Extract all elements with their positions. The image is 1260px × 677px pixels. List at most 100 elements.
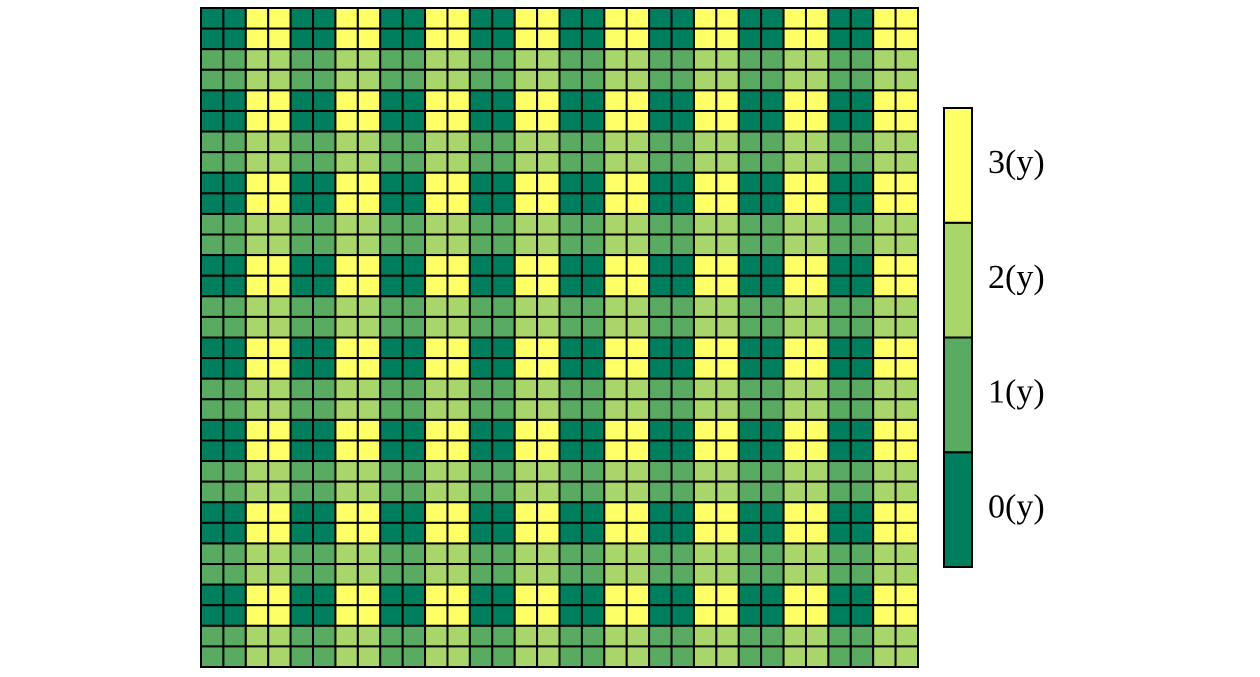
heatmap-cell [424, 192, 449, 215]
heatmap-cell [849, 89, 875, 112]
heatmap-cell [289, 501, 315, 524]
heatmap-cell [379, 109, 404, 133]
heatmap-cell [468, 357, 494, 380]
heatmap-cell [379, 254, 404, 277]
heatmap-cell [737, 315, 763, 339]
heatmap-cell [334, 336, 359, 360]
heatmap-cell [312, 501, 337, 524]
heatmap-cell [648, 521, 673, 545]
heatmap-cell [782, 7, 807, 30]
heatmap-cell [894, 68, 919, 92]
heatmap-cell [715, 48, 740, 71]
heatmap-cell [827, 398, 852, 421]
heatmap-cell [446, 192, 471, 215]
heatmap-cell [849, 336, 875, 360]
heatmap-cell [491, 645, 516, 668]
heatmap-cell [356, 68, 382, 92]
heatmap-cell [782, 604, 807, 627]
heatmap-cell [424, 501, 449, 524]
heatmap-cell [334, 171, 359, 195]
heatmap-cell [356, 315, 382, 339]
heatmap-cell [804, 27, 830, 51]
heatmap-cell [670, 645, 695, 668]
heatmap-cell [468, 480, 494, 504]
heatmap-cell [312, 212, 337, 236]
heatmap-cell [312, 521, 337, 545]
heatmap-cell [424, 418, 449, 442]
heatmap-cell [648, 645, 673, 668]
heatmap-cell [491, 583, 516, 607]
heatmap-cell [267, 439, 292, 463]
heatmap-cell [760, 171, 785, 195]
heatmap-cell [491, 460, 516, 483]
heatmap-cell [401, 7, 427, 30]
heatmap-cell [401, 315, 427, 339]
heatmap-cell [648, 212, 673, 236]
heatmap-cell [536, 377, 561, 401]
heatmap-cell [513, 398, 539, 421]
heatmap-cell [468, 501, 494, 524]
heatmap-cell [356, 563, 382, 586]
heatmap-cell [536, 336, 561, 360]
heatmap-cell [782, 645, 807, 668]
heatmap-cell [200, 439, 225, 463]
heatmap-cell [446, 68, 471, 92]
heatmap-cell [379, 357, 404, 380]
heatmap-cell [401, 501, 427, 524]
heatmap-cell [312, 295, 337, 318]
heatmap-cell [379, 295, 404, 318]
heatmap-cell [872, 645, 897, 668]
heatmap-cell [827, 563, 852, 586]
heatmap-cell [312, 27, 337, 51]
heatmap-cell [692, 377, 718, 401]
heatmap-cell [558, 315, 583, 339]
heatmap-cell [804, 7, 830, 30]
heatmap-cell [558, 439, 583, 463]
heatmap-cell [379, 624, 404, 648]
heatmap-cell [289, 460, 315, 483]
heatmap-cell [804, 624, 830, 648]
heatmap-cell [356, 645, 382, 668]
heatmap-cell [872, 418, 897, 442]
heatmap-cell [424, 254, 449, 277]
heatmap-cell [267, 254, 292, 277]
heatmap-cell [648, 501, 673, 524]
heatmap-cell [760, 521, 785, 545]
heatmap-cell [782, 521, 807, 545]
heatmap-cell [312, 460, 337, 483]
heatmap-cell [267, 68, 292, 92]
heatmap-cell [782, 254, 807, 277]
heatmap-cell [200, 130, 225, 154]
heatmap-cell [401, 68, 427, 92]
heatmap-cell [670, 130, 695, 154]
heatmap-cell [827, 233, 852, 257]
heatmap-cell [894, 254, 919, 277]
heatmap-cell [580, 192, 606, 215]
heatmap-cell [692, 295, 718, 318]
heatmap-cell [715, 295, 740, 318]
heatmap-cell [491, 233, 516, 257]
heatmap-cell [379, 151, 404, 174]
heatmap-cell [692, 89, 718, 112]
heatmap-cell [872, 151, 897, 174]
heatmap-cell [760, 233, 785, 257]
heatmap-cell [356, 624, 382, 648]
heatmap-cell [200, 645, 225, 668]
heatmap-cell [894, 521, 919, 545]
heatmap-cell [491, 336, 516, 360]
heatmap-cell [244, 645, 270, 668]
heatmap-cell [536, 109, 561, 133]
heatmap-cell [334, 130, 359, 154]
heatmap-cell [536, 130, 561, 154]
heatmap-cell [760, 542, 785, 566]
heatmap-cell [692, 233, 718, 257]
heatmap-cell [849, 357, 875, 380]
heatmap-cell [536, 192, 561, 215]
heatmap-cell [715, 109, 740, 133]
heatmap-cell [849, 563, 875, 586]
colorbar-label: 2(y) [988, 259, 1045, 296]
heatmap-cell [513, 480, 539, 504]
heatmap-cell [356, 480, 382, 504]
heatmap-cell [200, 521, 225, 545]
heatmap-cell [446, 645, 471, 668]
